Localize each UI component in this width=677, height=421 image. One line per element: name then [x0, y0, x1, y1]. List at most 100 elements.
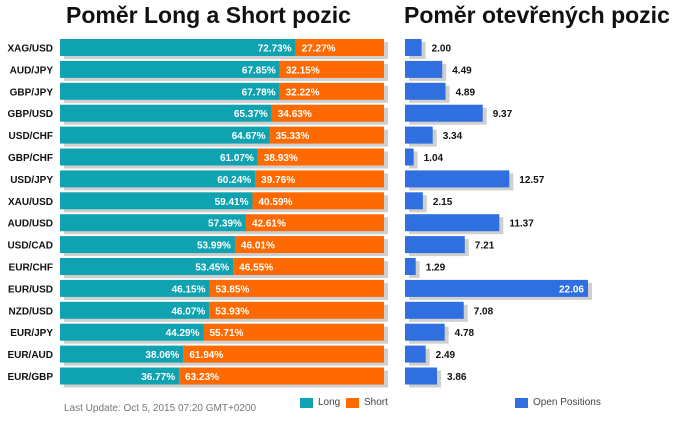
bar-long-aud-usd: [60, 214, 246, 232]
bar-long-usd-chf: [60, 126, 270, 144]
category-label-nzd-usd: NZD/USD: [9, 306, 53, 317]
bar-open-nzd-usd: [405, 301, 464, 319]
chart-title-long-short: Poměr Long a Short pozic: [66, 2, 351, 28]
bar-open-gbp-chf: [405, 148, 414, 166]
category-label-aud-usd: AUD/USD: [7, 219, 53, 230]
bar-open-gbp-usd: [405, 104, 483, 122]
label-short-usd-chf: 35.33%: [276, 131, 310, 142]
bar-open-aud-usd: [405, 214, 500, 232]
label-short-xau-usd: 40.59%: [258, 197, 292, 208]
legend-short-swatch: [346, 397, 359, 408]
bar-long-aud-jpy: [60, 60, 280, 78]
bar-long-eur-jpy: [60, 323, 204, 341]
label-open-eur-chf: 1.29: [426, 263, 446, 274]
bar-long-gbp-jpy: [60, 82, 280, 100]
bar-open-xau-usd: [405, 192, 423, 210]
legend-short: Short: [346, 397, 388, 408]
label-long-nzd-usd: 46.07%: [171, 306, 205, 317]
legend-long-swatch: [300, 397, 313, 408]
bar-short-xag-usd: [295, 39, 384, 56]
last-update-text: Last Update: Oct 5, 2015 07:20 GMT+0200: [64, 403, 257, 414]
category-label-eur-jpy: EUR/JPY: [10, 328, 53, 339]
bar-short-eur-jpy: [203, 323, 384, 341]
bar-short-eur-usd: [209, 279, 384, 297]
legend-open-positions: Open Positions: [515, 397, 601, 408]
label-long-gbp-jpy: 67.78%: [242, 87, 276, 98]
label-short-nzd-usd: 53.93%: [215, 306, 249, 317]
bar-long-nzd-usd: [60, 301, 210, 319]
bar-open-gbp-jpy: [405, 82, 446, 100]
legend-long: Long: [300, 397, 340, 408]
label-long-aud-jpy: 67.85%: [242, 65, 276, 76]
label-open-eur-jpy: 4.78: [455, 328, 475, 339]
category-label-gbp-jpy: GBP/JPY: [10, 87, 54, 98]
bar-long-gbp-usd: [60, 104, 272, 122]
label-open-usd-cad: 7.21: [475, 241, 495, 252]
label-long-eur-aud: 38.06%: [145, 350, 179, 361]
label-open-gbp-jpy: 4.89: [456, 87, 476, 98]
bar-short-nzd-usd: [209, 301, 384, 319]
label-short-eur-aud: 61.94%: [189, 350, 223, 361]
bar-open-aud-jpy: [405, 60, 443, 78]
bar-open-xag-usd: [405, 39, 422, 56]
bar-short-aud-jpy: [279, 60, 384, 78]
label-long-usd-cad: 53.99%: [197, 241, 231, 252]
category-label-gbp-chf: GBP/CHF: [8, 153, 53, 164]
label-long-eur-gbp: 36.77%: [141, 372, 175, 383]
bar-open-usd-cad: [405, 236, 465, 254]
label-open-xag-usd: 2.00: [432, 44, 452, 55]
label-long-usd-jpy: 60.24%: [217, 175, 251, 186]
category-label-eur-aud: EUR/AUD: [7, 350, 53, 361]
label-open-eur-aud: 2.49: [436, 350, 456, 361]
bar-long-eur-gbp: [60, 367, 180, 385]
bar-open-eur-aud: [405, 345, 426, 363]
label-short-usd-cad: 46.01%: [241, 241, 275, 252]
bar-short-gbp-usd: [271, 104, 384, 122]
bar-long-xag-usd: [60, 39, 296, 56]
label-open-gbp-chf: 1.04: [424, 153, 444, 164]
bar-short-usd-chf: [269, 126, 384, 144]
label-long-eur-jpy: 44.29%: [166, 328, 200, 339]
label-long-usd-chf: 64.67%: [232, 131, 266, 142]
label-long-eur-usd: 46.15%: [172, 284, 206, 295]
bar-long-gbp-chf: [60, 148, 258, 166]
label-open-xau-usd: 2.15: [433, 197, 453, 208]
label-short-eur-usd: 53.85%: [216, 284, 250, 295]
bar-short-usd-cad: [234, 236, 384, 254]
label-short-usd-jpy: 39.76%: [261, 175, 295, 186]
bar-open-usd-chf: [405, 126, 433, 144]
category-label-usd-chf: USD/CHF: [9, 131, 53, 142]
bar-short-eur-gbp: [179, 367, 384, 385]
label-short-eur-gbp: 63.23%: [185, 372, 219, 383]
bar-long-eur-usd: [60, 279, 210, 297]
label-long-gbp-usd: 65.37%: [234, 109, 268, 120]
category-label-xau-usd: XAU/USD: [8, 197, 53, 208]
bar-short-eur-chf: [233, 258, 384, 275]
bar-open-eur-usd: [405, 279, 588, 297]
legend-open-swatch: [515, 397, 528, 408]
label-long-xag-usd: 72.73%: [258, 44, 292, 55]
label-short-aud-jpy: 32.15%: [286, 65, 320, 76]
label-long-aud-usd: 57.39%: [208, 219, 242, 230]
bar-open-eur-chf: [405, 258, 416, 275]
label-open-eur-usd: 22.06: [559, 284, 584, 295]
legend-open-label: Open Positions: [533, 397, 601, 408]
bar-short-xau-usd: [252, 192, 384, 210]
category-label-usd-jpy: USD/JPY: [10, 175, 53, 186]
label-open-usd-chf: 3.34: [443, 131, 463, 142]
legend-short-label: Short: [364, 397, 388, 408]
label-short-gbp-jpy: 32.22%: [286, 87, 320, 98]
label-open-aud-usd: 11.37: [509, 219, 534, 230]
label-open-gbp-usd: 9.37: [493, 109, 513, 120]
label-open-usd-jpy: 12.57: [519, 175, 544, 186]
bar-long-usd-jpy: [60, 170, 256, 188]
category-label-eur-chf: EUR/CHF: [9, 263, 53, 274]
bar-short-gbp-chf: [257, 148, 384, 166]
bar-short-eur-aud: [183, 345, 384, 363]
label-short-eur-chf: 46.55%: [239, 263, 273, 274]
bar-long-xau-usd: [60, 192, 253, 210]
bar-open-eur-jpy: [405, 323, 445, 341]
bar-open-usd-jpy: [405, 170, 510, 188]
chart-title-open-positions: Poměr otevřených pozic: [404, 2, 670, 28]
